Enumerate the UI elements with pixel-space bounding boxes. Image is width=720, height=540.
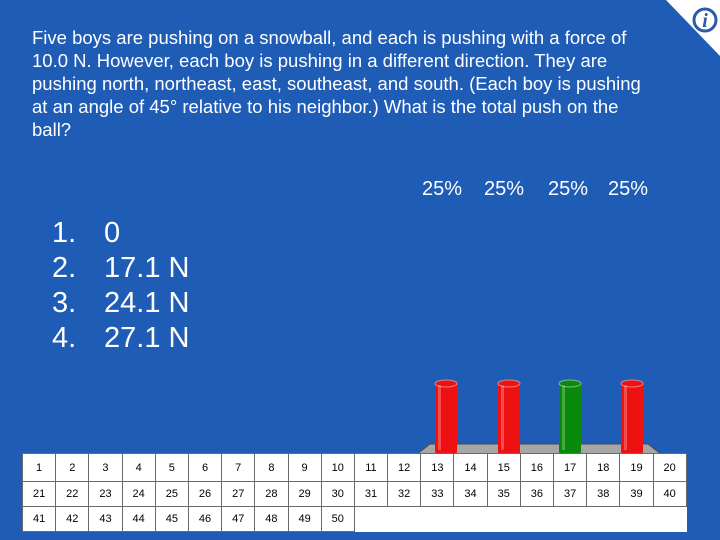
grid-cell: 2 xyxy=(55,453,90,482)
grid-cell: 44 xyxy=(121,506,156,532)
percentage-labels: 25% 25% 25% 25% xyxy=(420,178,660,204)
grid-row: 21 22 23 24 25 26 27 28 29 30 31 32 33 34 35 36 37 38 39 40 xyxy=(21,481,687,507)
grid-row: 1 2 3 4 5 6 7 8 9 10 11 12 13 14 15 16 17 18 19 20 xyxy=(21,453,687,482)
grid-cell: 40 xyxy=(652,481,687,507)
grid-cell: 28 xyxy=(254,481,289,507)
grid-cell: 27 xyxy=(221,481,256,507)
chart-bar-highlight xyxy=(624,385,627,450)
chart-bar-top xyxy=(497,379,521,388)
answer-text: 27.1 N xyxy=(104,322,190,354)
grid-cell xyxy=(553,506,587,532)
answer-option[interactable]: 4. 27.1 N xyxy=(52,321,189,356)
answer-text: 0 xyxy=(104,217,121,249)
grid-cell: 1 xyxy=(21,453,57,482)
grid-cell: 13 xyxy=(420,453,455,482)
grid-cell: 9 xyxy=(287,453,322,482)
grid-cell: 5 xyxy=(154,453,189,482)
bar-value-label: 25% xyxy=(608,178,649,200)
grid-cell: 18 xyxy=(586,453,621,482)
grid-cell: 45 xyxy=(154,506,189,532)
grid-cell: 41 xyxy=(21,506,57,532)
grid-cell: 26 xyxy=(187,481,223,507)
chart-bar xyxy=(621,383,643,452)
grid-cell: 42 xyxy=(55,506,90,532)
chart-bar-top xyxy=(434,379,458,388)
answer-number: 2. xyxy=(52,252,77,284)
grid-cell: 11 xyxy=(353,453,389,482)
grid-cell: 38 xyxy=(586,481,621,507)
response-grid: 1 2 3 4 5 6 7 8 9 10 11 12 13 14 15 16 17 18 19 20 21 22 23 24 2… xyxy=(21,453,687,532)
grid-cell: 20 xyxy=(652,453,687,482)
grid-cell: 30 xyxy=(320,481,355,507)
grid-cell xyxy=(487,506,521,532)
answer-number: 4. xyxy=(52,322,77,354)
grid-cell: 31 xyxy=(353,481,389,507)
answer-list: 1. 0 2. 17.1 N 3. 24.1 N 4. 27.1 N xyxy=(52,216,189,356)
grid-cell: 6 xyxy=(187,453,223,482)
grid-cell: 23 xyxy=(88,481,123,507)
answer-option[interactable]: 3. 24.1 N xyxy=(52,286,189,321)
chart-bar-top xyxy=(558,379,582,388)
answer-text: 24.1 N xyxy=(104,287,190,319)
grid-cell: 32 xyxy=(387,481,422,507)
answer-option[interactable]: 1. 0 xyxy=(52,216,189,251)
grid-cell xyxy=(354,506,388,532)
grid-cell: 19 xyxy=(619,453,654,482)
grid-cell: 12 xyxy=(387,453,422,482)
grid-cell: 46 xyxy=(187,506,223,532)
grid-cell: 33 xyxy=(420,481,455,507)
chart-bar xyxy=(559,383,581,452)
grid-cell: 15 xyxy=(486,453,521,482)
grid-cell: 50 xyxy=(320,506,355,532)
answer-text: 17.1 N xyxy=(104,252,190,284)
grid-cell: 36 xyxy=(519,481,555,507)
grid-cell: 4 xyxy=(121,453,156,482)
grid-cell: 22 xyxy=(55,481,90,507)
answer-number: 1. xyxy=(52,217,77,249)
grid-cell: 48 xyxy=(254,506,289,532)
chart-bar-highlight xyxy=(438,385,441,450)
chart-bar xyxy=(498,383,520,452)
grid-cell: 21 xyxy=(21,481,57,507)
answer-number: 3. xyxy=(52,287,77,319)
grid-cell: 29 xyxy=(287,481,322,507)
grid-cell: 16 xyxy=(519,453,555,482)
i-clicker-logo-icon: i xyxy=(666,0,720,56)
grid-cell: 34 xyxy=(453,481,488,507)
grid-cell: 14 xyxy=(453,453,488,482)
bar-value-label: 25% xyxy=(484,178,525,200)
bar-value-label: 25% xyxy=(422,178,463,200)
answer-option[interactable]: 2. 17.1 N xyxy=(52,251,189,286)
grid-cell: 24 xyxy=(121,481,156,507)
grid-cell: 35 xyxy=(486,481,521,507)
grid-cell xyxy=(453,506,488,532)
grid-cell: 49 xyxy=(287,506,322,532)
grid-cell: 8 xyxy=(254,453,289,482)
svg-text:i: i xyxy=(702,10,708,32)
grid-cell xyxy=(586,506,620,532)
chart-bar-top xyxy=(620,379,644,388)
grid-cell: 37 xyxy=(552,481,588,507)
grid-cell xyxy=(420,506,454,532)
grid-cell: 17 xyxy=(552,453,588,482)
grid-cell: 3 xyxy=(88,453,123,482)
grid-cell: 43 xyxy=(88,506,123,532)
grid-cell xyxy=(653,506,687,532)
grid-row: 41 42 43 44 45 46 47 48 49 50 xyxy=(21,506,687,532)
chart-bar-highlight xyxy=(501,385,504,450)
bar-value-label: 25% xyxy=(548,178,589,200)
chart-bar-highlight xyxy=(562,385,565,450)
grid-cell: 10 xyxy=(320,453,355,482)
grid-cell: 39 xyxy=(619,481,654,507)
grid-cell xyxy=(619,506,654,532)
grid-cell xyxy=(520,506,554,532)
grid-cell: 7 xyxy=(221,453,256,482)
question-text: Five boys are pushing on a snowball, and… xyxy=(32,27,641,140)
grid-cell: 25 xyxy=(154,481,189,507)
chart-bar xyxy=(435,383,457,452)
grid-cell: 47 xyxy=(221,506,256,532)
grid-cell xyxy=(387,506,421,532)
